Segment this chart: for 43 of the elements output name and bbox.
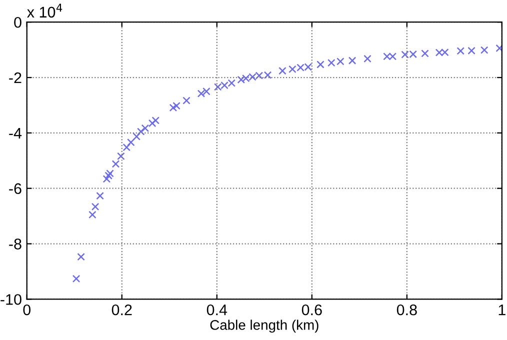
x-tick-label: 0.2 [112, 304, 132, 316]
y-tick-label: -4 [9, 128, 22, 138]
x-tick-label: 0.8 [396, 304, 417, 316]
y-tick-label: -6 [9, 183, 22, 194]
point [172, 102, 180, 110]
x-tick-label: 1 [498, 304, 506, 316]
point [112, 160, 120, 168]
point [127, 138, 135, 146]
point [102, 175, 111, 183]
point [148, 119, 156, 128]
y-tick-label: -2 [9, 72, 22, 84]
point [480, 46, 488, 54]
point [496, 44, 502, 52]
point [169, 104, 178, 112]
point [132, 132, 140, 140]
text: x 10$^{4}$ [27, 4, 62, 18]
point [316, 60, 324, 68]
point [182, 96, 190, 104]
point [96, 192, 104, 200]
point [152, 116, 160, 124]
x-tick-label: 0 [23, 304, 31, 316]
y-tick-label: 0 [14, 16, 22, 28]
x-tick-label: 0.6 [302, 304, 322, 316]
point [348, 56, 356, 64]
point [72, 274, 80, 283]
y-tick-label: -8 [9, 238, 22, 250]
point [468, 46, 476, 55]
x-axis-title: Cable length (km) [210, 320, 318, 333]
point [137, 128, 145, 136]
point [91, 202, 100, 211]
point [421, 50, 429, 58]
y-tick-label: -10 [0, 294, 22, 305]
point [141, 124, 150, 132]
point [278, 66, 286, 75]
point [77, 252, 85, 261]
point [456, 47, 464, 55]
x-tick-label: 0.4 [206, 304, 228, 316]
point [88, 210, 96, 219]
point [117, 152, 125, 160]
point [364, 54, 372, 63]
point [104, 172, 112, 180]
point [106, 170, 114, 178]
point [122, 143, 131, 152]
